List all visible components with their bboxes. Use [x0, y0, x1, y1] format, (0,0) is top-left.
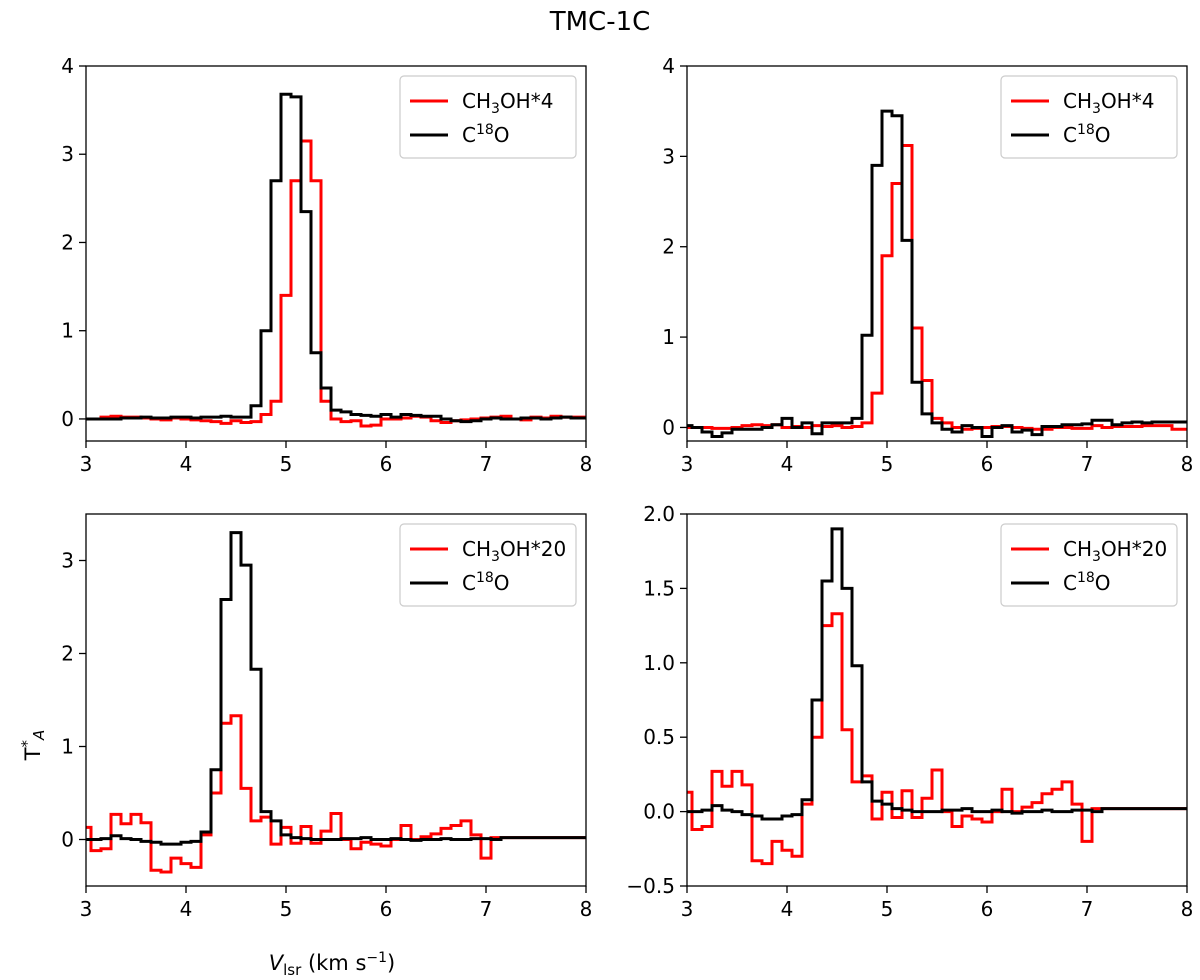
chart-title: TMC-1C	[549, 7, 651, 37]
y-tick-label: 2	[61, 230, 74, 254]
x-axis-label: Vlsr (km s−1)	[269, 950, 395, 979]
x-tick-label: 3	[681, 452, 694, 476]
x-tick-label: 7	[1081, 452, 1094, 476]
axes-frame	[85, 65, 587, 442]
x-tick-label: 4	[781, 452, 794, 476]
series-line-c18o	[687, 527, 1187, 821]
y-tick-label: 0	[61, 407, 74, 431]
legend-label: CH3OH*4	[1063, 89, 1154, 117]
y-tick-label: −0.5	[626, 874, 675, 898]
x-tick-label: 4	[180, 897, 193, 921]
series-line-ch3oh	[86, 714, 586, 874]
x-tick-label: 5	[881, 452, 894, 476]
y-tick-label: 1	[662, 325, 675, 349]
x-tick-label: 6	[981, 452, 994, 476]
axes-frame	[686, 65, 1188, 442]
y-tick-label: 1.0	[643, 651, 675, 675]
x-tick-label: 3	[80, 452, 93, 476]
legend-label: CH3OH*4	[462, 89, 553, 117]
x-tick-label: 7	[480, 452, 493, 476]
x-tick-label: 6	[981, 897, 994, 921]
x-tick-label: 8	[580, 897, 593, 921]
legend-box	[399, 75, 577, 159]
x-tick-label: 8	[1181, 452, 1194, 476]
y-tick-label: 2.0	[643, 502, 675, 526]
y-tick-label: 2	[61, 642, 74, 666]
x-tick-label: 4	[180, 452, 193, 476]
y-tick-label: 4	[662, 54, 675, 78]
panel-bottom-right: 3 4 5 6 7 8 −0.5 0.0 0.5 1.0 1.5 2.0 CH3OH*20 C18O	[626, 502, 1193, 921]
y-tick-label: 2	[662, 235, 675, 259]
series-line-ch3oh	[86, 139, 586, 428]
y-tick-label: 3	[662, 144, 675, 168]
legend-label: C18O	[1063, 570, 1111, 595]
series-line-c18o	[86, 92, 586, 424]
x-tick-label: 5	[280, 897, 293, 921]
legend-label: CH3OH*20	[462, 537, 566, 565]
legend-label: C18O	[462, 570, 510, 595]
legend-box	[1000, 75, 1178, 159]
y-tick-label: 0	[61, 828, 74, 852]
y-tick-label: 3	[61, 549, 74, 573]
x-tick-label: 7	[480, 897, 493, 921]
x-tick-label: 6	[380, 897, 393, 921]
axes-frame	[686, 513, 1188, 887]
legend-label: C18O	[1063, 122, 1111, 147]
series-line-c18o	[86, 531, 586, 846]
x-tick-label: 5	[881, 897, 894, 921]
y-tick-label: 4	[61, 54, 74, 78]
y-tick-label: 0.0	[643, 800, 675, 824]
x-tick-label: 8	[1181, 897, 1194, 921]
x-tick-label: 3	[80, 897, 93, 921]
x-tick-label: 4	[781, 897, 794, 921]
x-tick-label: 5	[280, 452, 293, 476]
series-line-ch3oh	[687, 612, 1187, 866]
y-tick-label: 1.5	[643, 576, 675, 600]
legend-label: CH3OH*20	[1063, 537, 1167, 565]
series-line-c18o	[687, 109, 1187, 438]
y-axis-label: T*A	[18, 730, 48, 762]
legend-box	[399, 523, 577, 607]
y-tick-label: 0.5	[643, 725, 675, 749]
y-tick-label: 3	[61, 142, 74, 166]
axes-frame	[85, 513, 587, 887]
panel-bottom-left: 3 4 5 6 7 8 0 1 2 3 CH3OH*20 C18O	[61, 513, 593, 921]
x-tick-label: 6	[380, 452, 393, 476]
series-line-ch3oh	[687, 144, 1187, 431]
x-tick-label: 3	[681, 897, 694, 921]
legend-box	[1000, 523, 1178, 607]
x-tick-label: 7	[1081, 897, 1094, 921]
y-tick-label: 1	[61, 735, 74, 759]
x-tick-label: 8	[580, 452, 593, 476]
y-tick-label: 0	[662, 415, 675, 439]
panels-group: 3 4 5 6 7 8 0 1 2 3 4 CH3OH*4 C18O 3 4 5 6 7 8 0 1 2 3 4 CH3OH*4…	[61, 54, 1193, 921]
panel-top-right: 3 4 5 6 7 8 0 1 2 3 4 CH3OH*4 C18O	[662, 54, 1193, 476]
y-tick-label: 1	[61, 319, 74, 343]
